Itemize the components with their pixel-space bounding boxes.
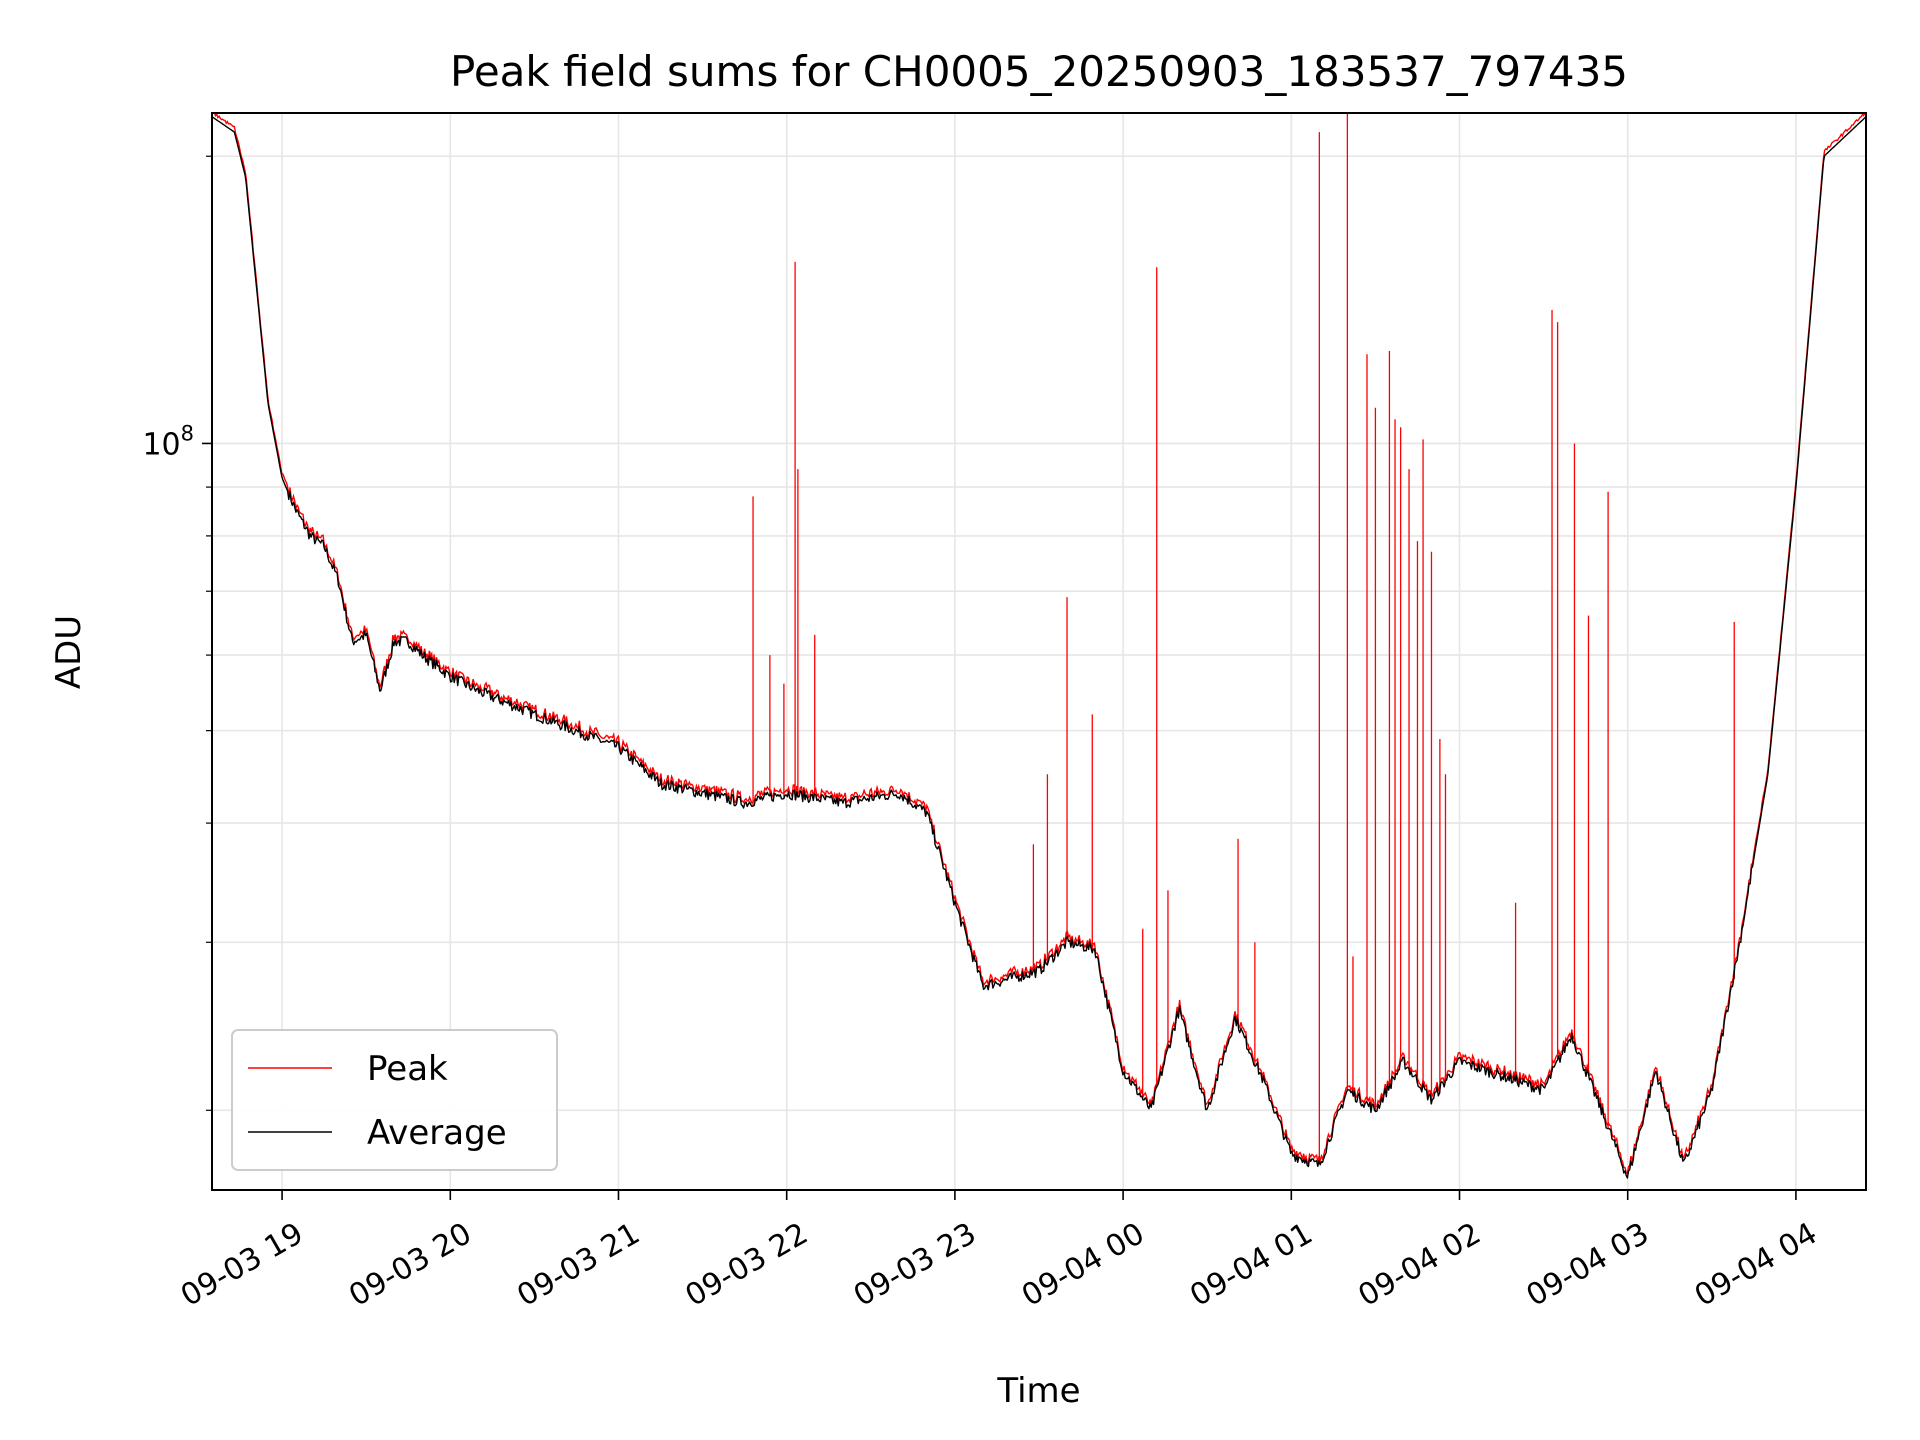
legend-average-label: Average bbox=[367, 1113, 507, 1153]
series-peak-line bbox=[212, 113, 1866, 1175]
plot-frame bbox=[211, 112, 1867, 1191]
chart-title: Peak field sums for CH0005_20250903_1835… bbox=[450, 47, 1628, 96]
legend-box bbox=[231, 1029, 558, 1171]
grid bbox=[212, 113, 1866, 1190]
plot-clip-group bbox=[212, 113, 1866, 1179]
series-peak bbox=[212, 113, 1866, 1175]
y-axis-label: ADU bbox=[49, 615, 89, 689]
legend: Peak Average bbox=[231, 1029, 558, 1171]
x-axis-label: Time bbox=[996, 1371, 1080, 1411]
series-average-line bbox=[212, 116, 1866, 1179]
y-ticks: 108 bbox=[142, 155, 212, 1111]
legend-peak-label: Peak bbox=[367, 1049, 448, 1089]
y-tick-label: 108 bbox=[142, 421, 194, 462]
